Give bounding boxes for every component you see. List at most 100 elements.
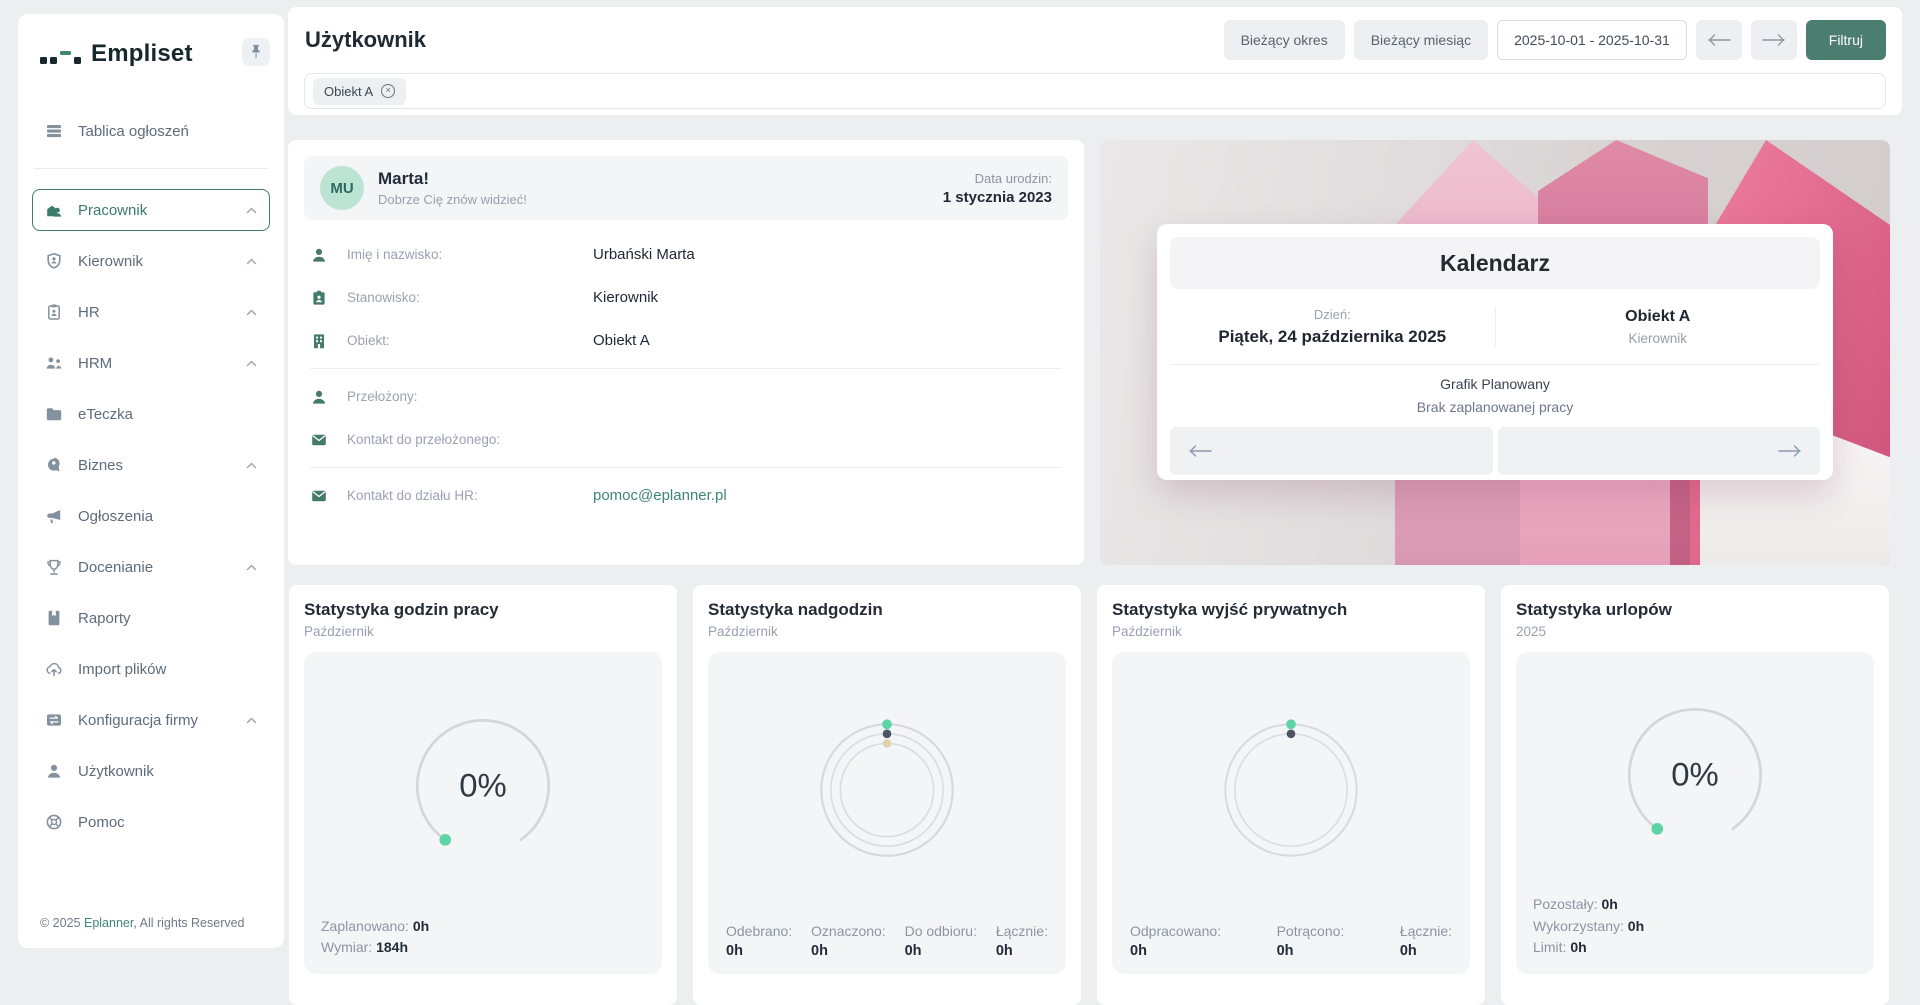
row-label: Przełożony: [347, 389, 418, 404]
chevron-up-icon [246, 462, 257, 468]
row-label: Stanowisko: [347, 290, 420, 305]
clipboard-icon [48, 304, 60, 320]
sidebar-item-raporty[interactable]: Raporty [32, 597, 270, 639]
sidebar-item-eteczka[interactable]: eTeczka [32, 393, 270, 435]
profile-details: Imię i nazwisko: Urbański Marta Stanowis… [304, 220, 1068, 517]
stat-line: Wymiar: 184h [321, 939, 409, 956]
arrow-right-icon [1778, 445, 1801, 457]
vacation-gauge: 0% [1516, 652, 1874, 894]
greeting-banner: MU Marta! Dobrze Cię znów widzieć! Data … [304, 156, 1068, 220]
current-month-button[interactable]: Bieżący miesiąc [1353, 20, 1489, 60]
calendar-card: Kalendarz Dzień: Piątek, 24 października… [1157, 224, 1833, 480]
gauge-progress-dot [439, 833, 452, 846]
sidebar-item-import-plikow[interactable]: Import plików [32, 648, 270, 690]
calendar-next-day-button[interactable] [1497, 427, 1820, 475]
filter-button[interactable]: Filtruj [1805, 20, 1886, 60]
card-subtitle: Październik [708, 624, 778, 639]
sidebar-item-label: Pomoc [78, 813, 125, 831]
calendar-panel: Kalendarz Dzień: Piątek, 24 października… [1100, 140, 1890, 565]
row-label: Obiekt: [347, 333, 390, 348]
stat-column: Odpracowano: 0h [1130, 923, 1222, 959]
filter-controls: Bieżący okres Bieżący miesiąc 2025-10-01… [1223, 20, 1886, 60]
sidebar: Empliset Tablica ogłoszeń Pracownik Kier… [18, 14, 284, 948]
remove-filter-icon[interactable]: × [381, 84, 396, 98]
filter-chip-obiekt-a[interactable]: Obiekt A × [313, 77, 407, 105]
card-title: Statystyka wyjść prywatnych [1112, 600, 1348, 619]
menu-divider [34, 168, 268, 169]
work-hours-stats-card: Statystyka godzin pracy Październik 0% Z… [289, 585, 677, 1005]
sidebar-item-konfiguracja-firmy[interactable]: Konfiguracja firmy [32, 699, 270, 741]
calendar-prev-day-button[interactable] [1170, 427, 1493, 475]
day-label: Dzień: [1313, 306, 1351, 322]
mail-icon [312, 490, 326, 501]
ring-dot-navy [1286, 728, 1296, 738]
card-title: Statystyka nadgodzin [708, 600, 883, 619]
stat-column: Oznaczono: 0h [811, 923, 886, 959]
profile-row-object: Obiekt: Obiekt A [310, 319, 1062, 362]
ring-dot-green [882, 718, 892, 729]
date-range-input[interactable]: 2025-10-01 - 2025-10-31 [1497, 20, 1687, 60]
avatar: MU [320, 166, 364, 210]
sidebar-item-label: Docenianie [78, 558, 154, 576]
page-title: Użytkownik [305, 27, 427, 52]
birth-date-value: 1 stycznia 2023 [942, 188, 1052, 206]
ring-dot-navy [882, 728, 892, 738]
gauge-progress-dot [1651, 822, 1664, 835]
sidebar-item-label: HRM [78, 354, 113, 372]
empliset-logo-icon [40, 51, 81, 64]
app-root: { "brand": { "name": "Empliset" }, "side… [18, 7, 1902, 1005]
private-exits-stats-card: Statystyka wyjść prywatnych Październik … [1097, 585, 1485, 1005]
hr-email-link[interactable]: pomoc@eplanner.pl [593, 487, 727, 504]
row-label: Kontakt do przełożonego: [347, 432, 501, 447]
copyright-text: © 2025 [40, 916, 81, 930]
profile-row-name: Imię i nazwisko: Urbański Marta [310, 233, 1062, 276]
help-icon [46, 814, 62, 830]
profile-row-hr-contact: Kontakt do działu HR: pomoc@eplanner.pl [310, 474, 1062, 517]
gauge-percent: 0% [1671, 756, 1718, 793]
schedule-title: Grafik Planowany [1440, 376, 1550, 392]
sidebar-item-tablica-ogloszen[interactable]: Tablica ogłoszeń [32, 110, 270, 152]
schedule-status: Brak zaplanowanej pracy [1416, 399, 1574, 415]
team-icon [46, 357, 62, 369]
sidebar-footer: © 2025 Eplanner, All rights Reserved [40, 916, 245, 930]
megaphone-icon [47, 510, 61, 523]
active-filters-bar: Obiekt A × [304, 73, 1886, 109]
row-value: Obiekt A [593, 332, 650, 349]
sidebar-item-docenianie[interactable]: Docenianie [32, 546, 270, 588]
stat-line: Wykorzystany: 0h [1533, 917, 1645, 934]
building-icon [314, 333, 324, 348]
sidebar-item-biznes[interactable]: Biznes [32, 444, 270, 486]
sidebar-item-ogloszenia[interactable]: Ogłoszenia [32, 495, 270, 537]
profile-row-position: Stanowisko: Kierownik [310, 276, 1062, 319]
divider [310, 467, 1062, 468]
stat-column: Odebrano: 0h [726, 923, 793, 959]
folder-icon [46, 408, 62, 421]
current-period-button[interactable]: Bieżący okres [1223, 20, 1345, 60]
sidebar-item-hrm[interactable]: HRM [32, 342, 270, 384]
vacation-stats-card: Statystyka urlopów 2025 0% Pozostały: 0h… [1501, 585, 1889, 1005]
card-title: Statystyka urlopów [1516, 600, 1672, 619]
sidebar-item-kierownik[interactable]: Kierownik [32, 240, 270, 282]
app-logo: Empliset [18, 14, 284, 68]
sidebar-pin-button[interactable] [242, 38, 270, 66]
arrow-right-icon [1762, 34, 1785, 46]
ring-dot-beige [882, 738, 892, 748]
overtime-rings-chart [708, 652, 1066, 923]
chevron-up-icon [246, 564, 257, 570]
sidebar-item-uzytkownik[interactable]: Użytkownik [32, 750, 270, 792]
next-period-button[interactable] [1750, 20, 1797, 60]
eplanner-link[interactable]: Eplanner, [83, 916, 137, 930]
sidebar-item-pracownik[interactable]: Pracownik [32, 189, 270, 231]
report-icon [48, 610, 60, 626]
sidebar-item-hr[interactable]: HR [32, 291, 270, 333]
shield-icon [47, 252, 61, 269]
row-label: Kontakt do działu HR: [347, 488, 478, 503]
pushpin-icon [252, 45, 260, 58]
stat-line: Zaplanowano: 0h [321, 917, 430, 934]
sidebar-item-pomoc[interactable]: Pomoc [32, 801, 270, 843]
calendar-day-block: Dzień: Piątek, 24 października 2025 [1170, 306, 1496, 347]
previous-period-button[interactable] [1695, 20, 1742, 60]
user-icon [47, 764, 61, 778]
sidebar-item-label: Import plików [78, 660, 167, 678]
calendar-object-block: Obiekt A Kierownik [1496, 308, 1821, 346]
